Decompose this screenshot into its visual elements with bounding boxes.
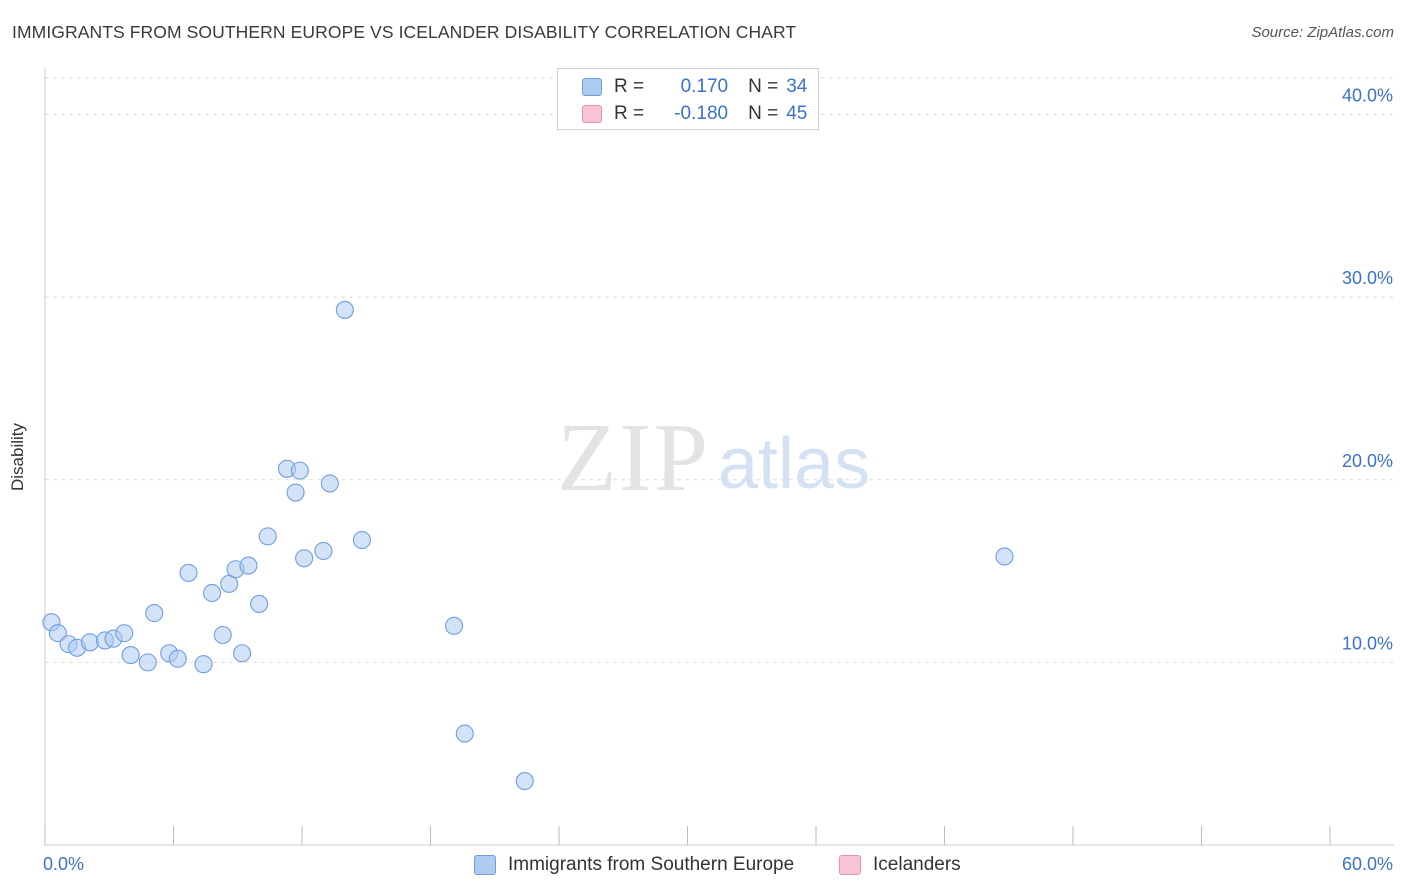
data-point-immigrants <box>80 633 100 652</box>
legend-r-label: R = <box>614 76 645 97</box>
points-layer <box>42 300 1014 791</box>
correlation-legend: R = 0.170 N = 34 R = -0.180 N = 45 <box>557 68 819 130</box>
data-point-immigrants <box>320 474 339 493</box>
bottom-legend-swatch-icelanders <box>839 855 861 875</box>
data-point-immigrants <box>295 549 314 568</box>
data-point-immigrants <box>179 563 198 582</box>
legend-r-value: 0.170 <box>680 76 729 97</box>
y-axis-label: Disability <box>8 422 27 492</box>
bottom-legend-swatch-immigrants <box>474 855 496 875</box>
data-point-immigrants <box>290 461 309 480</box>
bottom-legend-label-immigrants: Immigrants from Southern Europe <box>508 854 795 875</box>
data-point-immigrants <box>335 300 354 319</box>
data-point-immigrants <box>258 527 277 546</box>
bottom-legend-immigrants: Immigrants from Southern Europe <box>474 852 794 878</box>
data-point-immigrants <box>48 624 67 643</box>
legend-r-label: R = <box>614 103 645 124</box>
data-point-immigrants <box>121 646 140 665</box>
data-point-immigrants <box>232 644 252 663</box>
x-tick-label: 60.0% <box>1342 854 1393 874</box>
x-tick-label: 0.0% <box>43 854 84 874</box>
data-point-immigrants <box>145 604 164 623</box>
data-point-immigrants <box>203 583 222 603</box>
legend-n-value: 45 <box>786 103 808 124</box>
legend-swatch-immigrants <box>582 78 602 96</box>
bottom-legend-icelanders: Icelanders <box>839 852 961 878</box>
data-point-immigrants <box>515 772 534 791</box>
labels-layer: 10.0% 20.0% 30.0% 40.0% 0.0% 60.0% <box>43 86 1393 874</box>
legend-row-icelanders: R = -0.180 N = 45 <box>582 102 807 126</box>
legend-n-label: N = <box>748 103 779 124</box>
y-tick-label: 10.0% <box>1342 633 1393 653</box>
legend-swatch-icelanders <box>582 105 602 123</box>
data-point-immigrants <box>995 547 1014 566</box>
source-credit: Source: ZipAtlas.com <box>1251 24 1394 41</box>
watermark-atlas: atlas <box>718 424 870 504</box>
chart-title: IMMIGRANTS FROM SOUTHERN EUROPE VS ICELA… <box>12 22 797 42</box>
axis-layer <box>44 68 1394 846</box>
data-point-immigrants <box>286 483 305 502</box>
data-point-immigrants <box>445 616 464 635</box>
bottom-legend-label-icelanders: Icelanders <box>873 854 961 875</box>
y-tick-label: 40.0% <box>1342 86 1393 106</box>
data-point-immigrants <box>138 653 157 672</box>
watermark: ZIP atlas <box>557 404 870 512</box>
watermark-zip: ZIP <box>557 404 710 512</box>
y-tick-label: 30.0% <box>1342 268 1393 288</box>
legend-n-label: N = <box>748 76 779 97</box>
data-point-immigrants <box>213 625 232 645</box>
data-point-immigrants <box>168 649 187 668</box>
y-tick-label: 20.0% <box>1342 451 1393 471</box>
data-point-immigrants <box>194 655 213 674</box>
data-point-immigrants <box>455 724 474 743</box>
legend-n-value: 34 <box>786 76 808 97</box>
data-point-immigrants <box>239 556 258 575</box>
data-point-immigrants <box>352 530 372 550</box>
grid-layer <box>45 77 1394 663</box>
data-point-immigrants <box>115 624 134 643</box>
legend-r-value: -0.180 <box>674 103 729 124</box>
data-point-immigrants <box>314 541 333 561</box>
data-point-immigrants <box>250 594 269 613</box>
legend-row-immigrants: R = 0.170 N = 34 <box>582 75 807 99</box>
